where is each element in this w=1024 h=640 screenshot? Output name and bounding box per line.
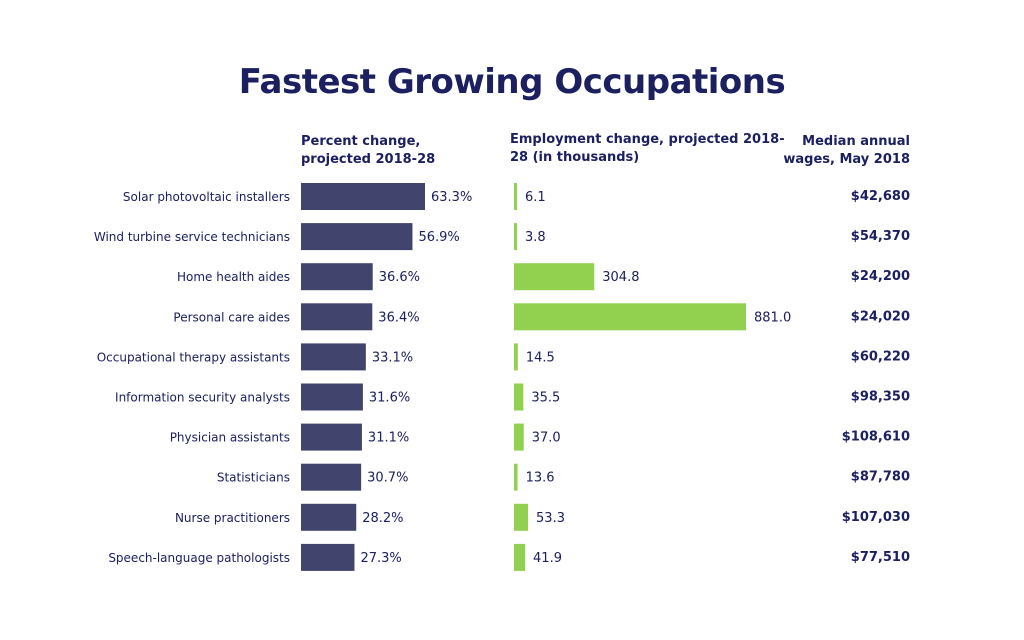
- employment-bar: [514, 223, 517, 251]
- employment-value-label: 13.6: [526, 471, 555, 486]
- chart-title: Fastest Growing Occupations: [238, 62, 786, 102]
- employment-value-label: 3.8: [525, 230, 546, 245]
- percent-bar: [301, 183, 425, 210]
- employment-value-label: 881.0: [754, 310, 791, 325]
- category-label: Personal care aides: [173, 310, 290, 324]
- employment-bar: [514, 343, 518, 371]
- median-wage-value: $107,030: [842, 510, 910, 525]
- employment-bar: [514, 503, 529, 531]
- employment-bar: [514, 383, 524, 411]
- category-label: Statisticians: [217, 471, 290, 485]
- percent-bar: [301, 543, 355, 571]
- employment-bar: [514, 303, 746, 331]
- median-wage-value: $108,610: [842, 430, 910, 445]
- median-wage-value: $24,200: [851, 269, 910, 284]
- employment-change-header: Employment change, projected 2018-28 (in…: [510, 132, 785, 165]
- employment-bar: [514, 423, 524, 451]
- median-wage-value: $54,370: [851, 229, 910, 244]
- employment-value-label: 6.1: [525, 190, 546, 205]
- median-wage-value: $87,780: [851, 470, 910, 485]
- percent-value-label: 33.1%: [372, 350, 413, 365]
- percent-bar: [301, 263, 373, 291]
- percent-value-label: 31.6%: [369, 391, 410, 406]
- percent-bar: [301, 383, 363, 411]
- median-wage-value: $98,350: [851, 390, 910, 405]
- employment-bar: [514, 263, 595, 291]
- median-wage-value: $60,220: [851, 349, 910, 364]
- employment-value-label: 41.9: [533, 551, 562, 566]
- employment-value-label: 14.5: [526, 350, 555, 365]
- percent-value-label: 30.7%: [367, 471, 408, 486]
- category-label: Solar photovoltaic installers: [123, 190, 290, 204]
- percent-value-label: 36.6%: [379, 270, 420, 285]
- percent-change-header: Percent change, projected 2018-28: [301, 134, 436, 167]
- percent-value-label: 27.3%: [360, 551, 401, 566]
- percent-value-label: 28.2%: [362, 511, 403, 526]
- employment-bar: [514, 463, 518, 491]
- median-wage-value: $42,680: [851, 189, 910, 204]
- percent-bar: [301, 503, 357, 531]
- percent-value-label: 56.9%: [418, 230, 459, 245]
- employment-value-label: 304.8: [602, 270, 639, 285]
- employment-value-label: 37.0: [532, 431, 561, 446]
- percent-bar: [301, 223, 413, 251]
- category-label: Wind turbine service technicians: [94, 230, 290, 244]
- category-label: Nurse practitioners: [175, 511, 290, 525]
- percent-bar: [301, 463, 362, 491]
- employment-bar: [514, 543, 526, 571]
- category-label: Physician assistants: [170, 431, 290, 445]
- percent-value-label: 36.4%: [378, 310, 419, 325]
- percent-bar: [301, 423, 362, 451]
- median-wage-value: $24,020: [851, 309, 910, 324]
- employment-bar: [514, 183, 517, 210]
- category-label: Occupational therapy assistants: [97, 350, 290, 364]
- employment-value-label: 53.3: [536, 511, 565, 526]
- percent-bar: [301, 303, 373, 331]
- percent-bar: [301, 343, 366, 371]
- category-label: Information security analysts: [115, 391, 290, 405]
- median-wage-value: $77,510: [851, 550, 910, 565]
- category-label: Home health aides: [177, 270, 290, 284]
- employment-value-label: 35.5: [531, 391, 560, 406]
- percent-value-label: 31.1%: [368, 431, 409, 446]
- category-label: Speech-language pathologists: [108, 551, 290, 565]
- median-wages-header: Median annual wages, May 2018: [783, 134, 910, 167]
- percent-value-label: 63.3%: [431, 190, 472, 205]
